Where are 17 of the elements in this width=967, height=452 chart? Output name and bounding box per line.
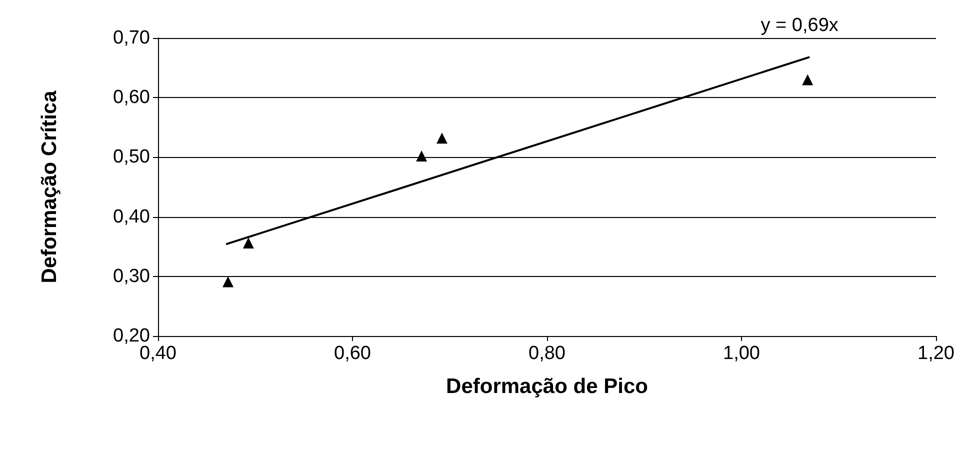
y-tick-label: 0,30 xyxy=(113,266,150,287)
y-tick-label: 0,60 xyxy=(113,87,150,108)
y-axis-title: Deformação Crítica xyxy=(38,90,61,284)
y-tick-label: 0,40 xyxy=(113,206,150,228)
x-tick-label: 1,00 xyxy=(723,343,760,364)
x-tick-label: 0,80 xyxy=(528,343,566,364)
x-axis-title: Deformação de Pico xyxy=(446,375,648,398)
annotation: y = 0,69x xyxy=(760,15,839,36)
point xyxy=(416,150,428,162)
x-tick-label: 1,20 xyxy=(918,343,954,364)
point xyxy=(436,132,448,144)
point xyxy=(802,74,814,86)
y-tick-label: 0,70 xyxy=(113,28,150,48)
x-tick-label: 0,60 xyxy=(334,343,371,364)
y-tick-label: 0,50 xyxy=(113,146,150,168)
point xyxy=(222,276,234,288)
point xyxy=(242,238,254,249)
